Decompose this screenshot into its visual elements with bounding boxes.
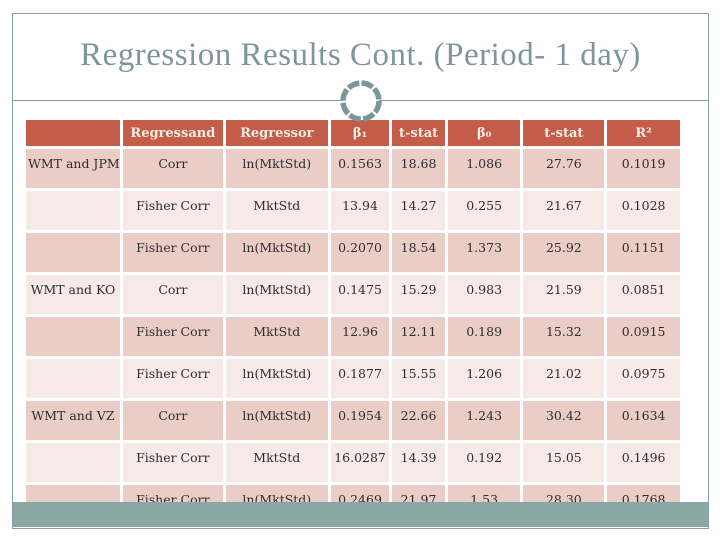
header-cell-blank [26, 120, 120, 146]
rsquared-cell: 0.1019 [607, 149, 680, 188]
tstat2-cell: 27.76 [523, 149, 605, 188]
beta1-cell: 12.96 [330, 317, 390, 356]
regression-results-table: Regressand Regressor β₁ t-stat β₀ t-stat… [23, 117, 683, 527]
header-cell-tstat2: t-stat [523, 120, 605, 146]
tstat2-cell: 25.92 [523, 233, 605, 272]
rsquared-cell: 0.0975 [607, 359, 680, 398]
tstat1-cell: 18.68 [392, 149, 445, 188]
tstat2-cell: 30.42 [523, 401, 605, 440]
beta0-cell: 0.192 [447, 443, 521, 482]
row-label-cell: WMT and JPM [26, 149, 120, 188]
beta0-cell: 0.983 [447, 275, 521, 314]
regressand-cell: Corr [122, 275, 223, 314]
header-cell-regressand: Regressand [122, 120, 223, 146]
tstat2-cell: 21.67 [523, 191, 605, 230]
regressor-cell: ln(MktStd) [225, 359, 328, 398]
circle-ornament-icon [337, 77, 385, 125]
row-label-cell [26, 233, 120, 272]
regressand-cell: Corr [122, 401, 223, 440]
beta0-cell: 0.255 [447, 191, 521, 230]
tstat1-cell: 18.54 [392, 233, 445, 272]
beta1-cell: 0.1954 [330, 401, 390, 440]
regressand-cell: Corr [122, 149, 223, 188]
tstat1-cell: 12.11 [392, 317, 445, 356]
regressand-cell: Fisher Corr [122, 317, 223, 356]
tstat1-cell: 14.39 [392, 443, 445, 482]
page-title: Regression Results Cont. (Period- 1 day) [80, 37, 641, 73]
tstat1-cell: 14.27 [392, 191, 445, 230]
rsquared-cell: 0.1028 [607, 191, 680, 230]
row-label-cell [26, 317, 120, 356]
tstat2-cell: 21.02 [523, 359, 605, 398]
table-row: Fisher Corr ln(MktStd) 0.2070 18.54 1.37… [26, 233, 680, 272]
table-header-row: Regressand Regressor β₁ t-stat β₀ t-stat… [26, 120, 680, 146]
header-cell-tstat1: t-stat [392, 120, 445, 146]
tstat1-cell: 22.66 [392, 401, 445, 440]
row-label-cell: WMT and KO [26, 275, 120, 314]
table-row: Fisher Corr MktStd 12.96 12.11 0.189 15.… [26, 317, 680, 356]
slide-frame: Regression Results Cont. (Period- 1 day)… [12, 13, 709, 529]
beta1-cell: 0.2070 [330, 233, 390, 272]
beta1-cell: 0.1563 [330, 149, 390, 188]
tstat1-cell: 15.55 [392, 359, 445, 398]
regressand-cell: Fisher Corr [122, 359, 223, 398]
tstat2-cell: 21.59 [523, 275, 605, 314]
table-row: Fisher Corr MktStd 16.0287 14.39 0.192 1… [26, 443, 680, 482]
row-label-cell [26, 443, 120, 482]
tstat2-cell: 15.05 [523, 443, 605, 482]
beta1-cell: 0.1475 [330, 275, 390, 314]
regressor-cell: MktStd [225, 317, 328, 356]
table-row: WMT and VZ Corr ln(MktStd) 0.1954 22.66 … [26, 401, 680, 440]
beta1-cell: 13.94 [330, 191, 390, 230]
row-label-cell [26, 191, 120, 230]
beta0-cell: 1.206 [447, 359, 521, 398]
header-cell-beta1: β₁ [330, 120, 390, 146]
header-cell-beta0: β₀ [447, 120, 521, 146]
beta0-cell: 1.373 [447, 233, 521, 272]
table-row: Fisher Corr ln(MktStd) 0.1877 15.55 1.20… [26, 359, 680, 398]
regressor-cell: ln(MktStd) [225, 275, 328, 314]
regressor-cell: ln(MktStd) [225, 233, 328, 272]
row-label-cell [26, 359, 120, 398]
row-label-cell: WMT and VZ [26, 401, 120, 440]
beta0-cell: 1.243 [447, 401, 521, 440]
regressor-cell: MktStd [225, 191, 328, 230]
header-cell-regressor: Regressor [225, 120, 328, 146]
beta0-cell: 0.189 [447, 317, 521, 356]
table-row: WMT and KO Corr ln(MktStd) 0.1475 15.29 … [26, 275, 680, 314]
table-row: WMT and JPM Corr ln(MktStd) 0.1563 18.68… [26, 149, 680, 188]
rsquared-cell: 0.1151 [607, 233, 680, 272]
tstat1-cell: 15.29 [392, 275, 445, 314]
regressand-cell: Fisher Corr [122, 233, 223, 272]
bottom-accent-bar [13, 502, 708, 527]
rsquared-cell: 0.1496 [607, 443, 680, 482]
regressand-cell: Fisher Corr [122, 191, 223, 230]
header-cell-rsquared: R² [607, 120, 680, 146]
tstat2-cell: 15.32 [523, 317, 605, 356]
regressor-cell: ln(MktStd) [225, 401, 328, 440]
rsquared-cell: 0.0851 [607, 275, 680, 314]
regressor-cell: ln(MktStd) [225, 149, 328, 188]
regressand-cell: Fisher Corr [122, 443, 223, 482]
rsquared-cell: 0.0915 [607, 317, 680, 356]
table-row: Fisher Corr MktStd 13.94 14.27 0.255 21.… [26, 191, 680, 230]
beta1-cell: 16.0287 [330, 443, 390, 482]
beta0-cell: 1.086 [447, 149, 521, 188]
rsquared-cell: 0.1634 [607, 401, 680, 440]
regressor-cell: MktStd [225, 443, 328, 482]
beta1-cell: 0.1877 [330, 359, 390, 398]
